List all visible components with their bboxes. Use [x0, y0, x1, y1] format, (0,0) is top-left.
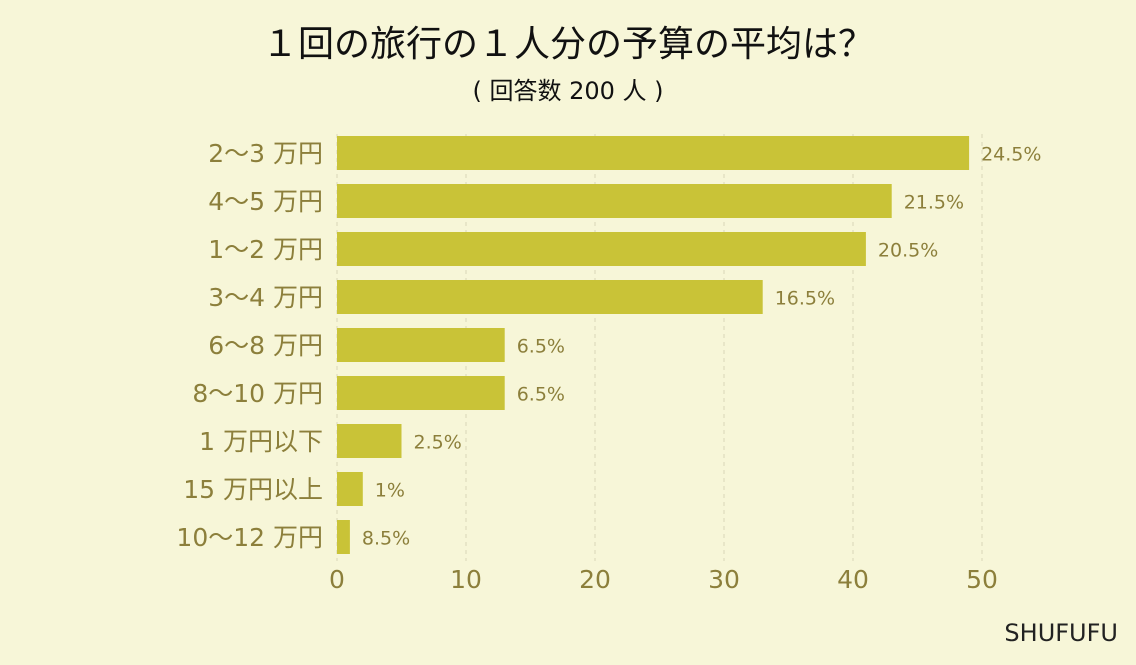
- source: SHUFUFU: [1004, 619, 1118, 647]
- y-tick-label: 1 万円以下: [199, 427, 323, 456]
- value-label: 8.5%: [362, 528, 410, 550]
- chart-title: １回の旅行の１人分の予算の平均は？: [262, 24, 874, 65]
- bar: [337, 376, 505, 410]
- value-label: 2.5%: [414, 432, 462, 454]
- x-tick-label: 20: [579, 565, 611, 594]
- bar: [337, 472, 363, 506]
- y-tick-label: 6～8 万円: [208, 331, 323, 360]
- x-tick-label: 10: [450, 565, 482, 594]
- value-label: 20.5%: [878, 240, 938, 262]
- value-label: 6.5%: [517, 384, 565, 406]
- bar: [337, 520, 350, 554]
- y-tick-label: 2～3 万円: [208, 139, 323, 168]
- value-label: 1%: [375, 480, 405, 502]
- y-tick-label: 15 万円以上: [183, 475, 323, 504]
- y-tick-label: 10～12 万円: [176, 523, 323, 552]
- bar: [337, 232, 866, 266]
- chart-subtitle: ( 回答数 200 人 ): [472, 77, 663, 105]
- value-label: 16.5%: [775, 288, 835, 310]
- bar: [337, 424, 402, 458]
- bar: [337, 136, 970, 170]
- y-tick-label: 4～5 万円: [208, 187, 323, 216]
- value-label: 21.5%: [904, 192, 964, 214]
- y-tick-label: 1～2 万円: [208, 235, 323, 264]
- bar: [337, 280, 763, 314]
- x-tick-label: 30: [708, 565, 740, 594]
- x-tick-label: 50: [966, 565, 998, 594]
- bar: [337, 328, 505, 362]
- y-tick-label: 8～10 万円: [192, 379, 323, 408]
- bar: [337, 184, 892, 218]
- x-tick-label: 40: [837, 565, 869, 594]
- x-tick-label: 0: [329, 565, 345, 594]
- value-label: 6.5%: [517, 336, 565, 358]
- y-tick-label: 3～4 万円: [208, 283, 323, 312]
- value-label: 24.5%: [981, 144, 1041, 166]
